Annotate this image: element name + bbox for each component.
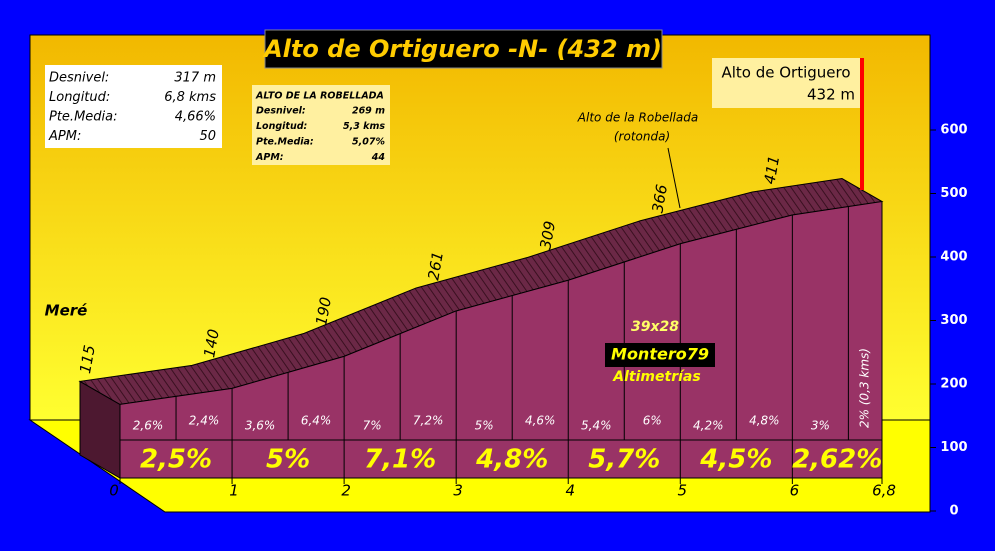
segment-gradient: 7,2% — [413, 414, 444, 428]
segment-gradient: 4,2% — [693, 419, 724, 433]
layer: 0 100 200 300 400 500 600 0 1 2 3 4 5 6 6,8 2,6% 2,4% 3,6… — [45, 29, 968, 519]
info-value: 50 — [199, 129, 216, 144]
credit: Altimetrías — [612, 369, 700, 385]
x-tick-label: 6 — [790, 482, 800, 500]
title-box — [264, 29, 663, 69]
summit-box — [712, 58, 860, 108]
y-tick-label: 400 — [940, 250, 967, 265]
info-value: 269 m — [352, 106, 385, 117]
y-tick-label: 200 — [940, 377, 967, 392]
segment-gradient: 2,6% — [133, 419, 164, 433]
x-tick-label: 5 — [678, 482, 688, 500]
info-value: 5,3 kms — [343, 121, 385, 132]
info-value: 44 — [371, 152, 386, 163]
credit: 39x28 — [631, 319, 679, 335]
summit-altitude: 432 m — [807, 86, 855, 104]
y-tick-label: 0 — [949, 504, 958, 519]
segment-gradient: 4,6% — [525, 414, 556, 428]
altitude-label: 140 — [200, 328, 223, 359]
x-tick-label: 2 — [341, 482, 351, 500]
info-box — [252, 85, 390, 165]
altitude-label: 190 — [312, 296, 335, 327]
info-box — [45, 65, 222, 148]
x-tick-label: 1 — [229, 482, 239, 500]
y-tick-label: 500 — [940, 186, 967, 201]
info-key: Desnivel: — [49, 71, 109, 86]
altitude-label: 115 — [76, 344, 99, 375]
info-key: Pte.Media: — [256, 137, 314, 148]
km-gradient: 2,62% — [792, 445, 882, 475]
altitude-label: 309 — [536, 219, 559, 250]
km-gradient: 4,8% — [475, 445, 548, 475]
segment-gradient: 2% (0,3 kms) — [858, 348, 872, 428]
info-key: Longitud: — [256, 121, 308, 132]
info-key: APM: — [48, 129, 81, 144]
segment-gradient: 7% — [363, 419, 382, 433]
segment-gradient: 6% — [643, 414, 662, 428]
info-value: 317 m — [174, 71, 216, 86]
altitude-label: 261 — [424, 250, 447, 281]
y-tick-label: 300 — [940, 313, 967, 328]
segment-gradient: 2,4% — [189, 414, 220, 428]
info-key: APM: — [255, 152, 284, 163]
info-value: 5,07% — [352, 137, 385, 148]
segment-gradient: 3% — [811, 419, 830, 433]
y-tick-label: 600 — [940, 123, 967, 138]
info-value: 6,8 kms — [164, 90, 216, 105]
robellada-label: (rotonda) — [614, 130, 670, 144]
info-key: Longitud: — [49, 90, 110, 105]
info-key: Desnivel: — [256, 106, 306, 117]
x-tick-label: 6,8 — [872, 482, 896, 500]
altitude-label: 366 — [648, 183, 671, 214]
x-tick-label: 3 — [453, 482, 463, 500]
segment-gradient: 5% — [475, 419, 494, 433]
km-gradient: 5,7% — [588, 445, 660, 475]
km-gradient: 4,5% — [699, 445, 772, 475]
credit-box — [605, 343, 715, 367]
segment-gradient: 3,6% — [245, 419, 276, 433]
start-label: Meré — [45, 302, 88, 320]
robellada-pointer — [667, 147, 681, 209]
km-gradient: 5% — [266, 445, 310, 475]
km-gradient: 7,1% — [364, 445, 436, 475]
info-key: Pte.Media: — [49, 110, 118, 125]
chart-title: Alto de Ortiguero -N- (432 m) — [262, 35, 662, 63]
robellada-label: Alto de la Robellada — [577, 111, 698, 125]
x-tick-label: 0 — [109, 482, 119, 500]
info-title: ALTO DE LA ROBELLADA — [255, 91, 384, 102]
summit-label: Alto de Ortiguero — [721, 64, 850, 82]
altitude-label: 411 — [761, 154, 784, 185]
info-value: 4,66% — [175, 110, 216, 125]
credit: Montero79 — [611, 345, 709, 364]
segment-gradient: 4,8% — [749, 414, 780, 428]
km-gradient: 2,5% — [140, 445, 212, 475]
y-tick-label: 100 — [940, 440, 967, 455]
segment-gradient: 5,4% — [581, 419, 612, 433]
segment-gradient: 6,4% — [301, 414, 332, 428]
x-tick-label: 4 — [565, 482, 575, 500]
